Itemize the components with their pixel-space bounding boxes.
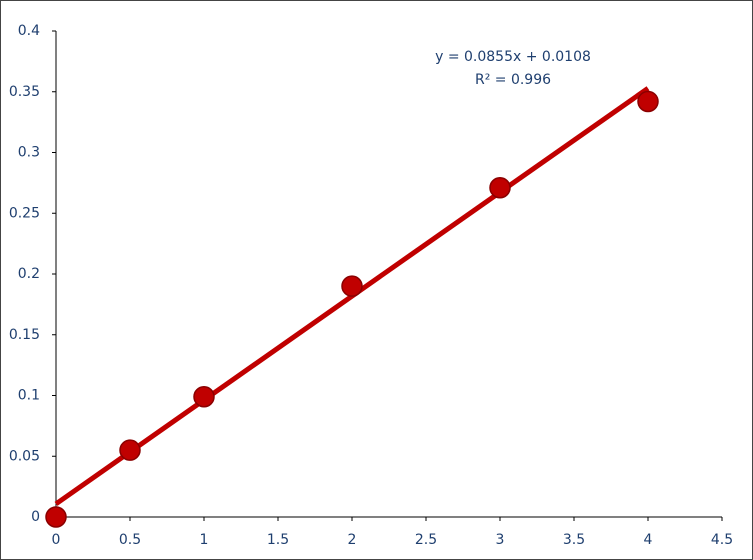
x-tick-label: 2.5 xyxy=(415,532,437,548)
x-tick-label: 1 xyxy=(200,532,209,548)
data-point xyxy=(489,176,511,199)
data-point xyxy=(193,385,215,408)
y-tick-label: 0.4 xyxy=(18,23,40,39)
y-tick-label: 0.35 xyxy=(9,84,40,100)
x-tick-label: 0.5 xyxy=(119,532,141,548)
y-tick-label: 0.1 xyxy=(18,388,40,404)
x-tick-label: 3.5 xyxy=(563,532,585,548)
data-point xyxy=(341,275,363,297)
data-point xyxy=(637,90,659,113)
trendline-equation: y = 0.0855x + 0.0108 xyxy=(435,49,591,65)
y-tick-label: 0.15 xyxy=(9,327,40,343)
x-tick-label: 2 xyxy=(348,532,357,548)
y-tick-label: 0.3 xyxy=(18,145,40,161)
y-tick-label: 0 xyxy=(31,509,40,525)
y-tick-label: 0.25 xyxy=(9,205,40,221)
data-point xyxy=(45,506,67,528)
y-tick-label: 0.2 xyxy=(18,266,40,282)
x-tick-label: 4 xyxy=(644,532,653,548)
x-tick-label: 3 xyxy=(496,532,505,548)
x-tick-label: 1.5 xyxy=(267,532,289,548)
data-point xyxy=(119,439,141,461)
r-squared: R² = 0.996 xyxy=(475,72,551,88)
x-tick-label: 0 xyxy=(52,532,61,548)
x-tick-label: 4.5 xyxy=(711,532,733,548)
y-tick-label: 0.05 xyxy=(9,448,40,464)
